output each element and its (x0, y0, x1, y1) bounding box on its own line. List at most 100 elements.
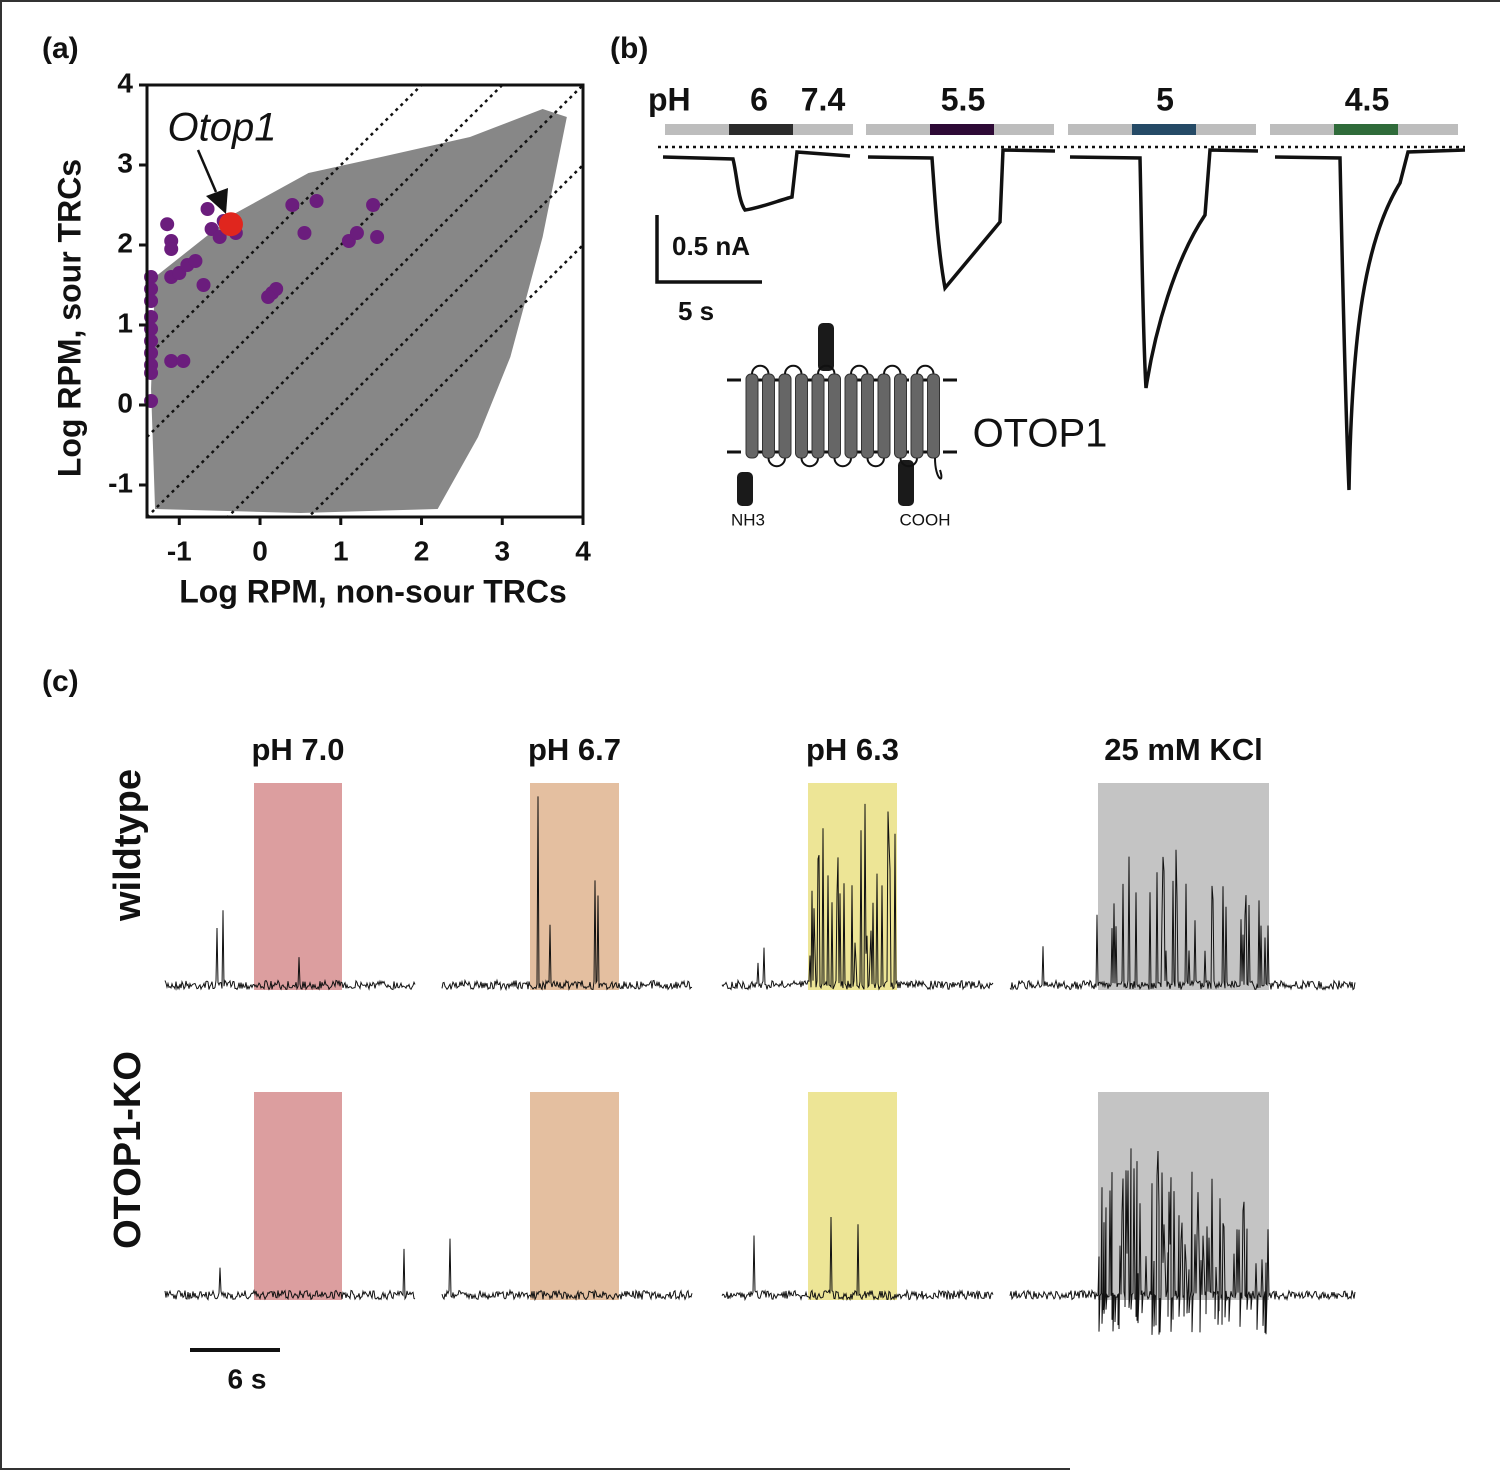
enriched-point (160, 217, 175, 232)
ph-label: 6 (750, 81, 768, 117)
helix (778, 373, 792, 459)
terminus-label: NH3 (731, 510, 765, 529)
enriched-point (188, 254, 203, 268)
loop (916, 364, 935, 375)
loop (866, 457, 885, 468)
stimulus-bar (1132, 124, 1196, 135)
loop (800, 457, 819, 468)
x-tick-label: 4 (575, 535, 591, 566)
column-title: pH 7.0 (251, 732, 344, 767)
enriched-point (200, 202, 215, 216)
y-tick-label: -1 (108, 467, 133, 498)
panel-label: (a) (42, 32, 79, 65)
point-cloud (151, 109, 567, 513)
tail (934, 457, 943, 480)
stimulus-window (530, 783, 619, 990)
helix (927, 373, 940, 459)
loop (833, 457, 852, 468)
trace (867, 148, 1056, 292)
highlight-point (218, 212, 243, 237)
recording-trace (441, 796, 693, 992)
y-axis-label: Log RPM, sour TRCs (51, 159, 87, 477)
enriched-point (261, 290, 276, 304)
loop (817, 364, 836, 375)
scale-label: 6 s (228, 1363, 267, 1394)
terminus-label: COOH (900, 510, 951, 529)
stimulus-window (254, 783, 342, 990)
x-tick-label: 2 (414, 535, 430, 566)
enriched-point (349, 226, 364, 240)
domain (818, 323, 834, 371)
recording-trace (1009, 1148, 1356, 1335)
helix (828, 373, 841, 459)
loop (784, 364, 803, 375)
loop (883, 364, 902, 375)
enriched-point (212, 230, 227, 244)
trace (662, 150, 851, 212)
enriched-point (196, 278, 211, 292)
helix (745, 373, 759, 459)
recording-trace (164, 910, 416, 991)
domain (898, 460, 914, 506)
helix (894, 373, 907, 459)
stimulus-window (530, 1092, 619, 1300)
column-title: pH 6.7 (528, 732, 621, 767)
recording-trace (721, 1216, 994, 1302)
loop (899, 457, 918, 468)
protein-label: OTOP1 (973, 412, 1108, 456)
y-tick-label: 2 (117, 227, 133, 258)
enriched-point (366, 198, 381, 212)
recording-trace (164, 1248, 416, 1301)
enriched-point (309, 194, 324, 208)
arrow (196, 149, 218, 193)
stimulus-window (808, 1092, 897, 1300)
ph-label: 5.5 (941, 81, 985, 117)
reference-line (147, 85, 583, 517)
column-title: pH 6.3 (806, 732, 899, 767)
row-label: OTOP1-KO (107, 1051, 149, 1249)
ph-label: 5 (1156, 81, 1174, 117)
recording-panel: pH 7.0 pH 6.7 pH 6.3 25 mM KCl wildtype OTOP1… (107, 732, 1356, 1335)
current-traces (662, 148, 1466, 491)
reference-line (225, 164, 583, 517)
recording-trace (1009, 849, 1356, 991)
current-panel: 6 5.5 5 4.5 (665, 81, 1458, 135)
reference-line (306, 244, 583, 517)
trace (1274, 148, 1466, 491)
helix (861, 373, 874, 459)
x-tick-label: 1 (333, 535, 349, 566)
row-label: wildtype (107, 769, 149, 922)
y-tick-label: 0 (117, 387, 133, 418)
recording-trace (441, 1238, 693, 1302)
trace (1069, 148, 1259, 389)
enriched-point (176, 354, 191, 368)
topology-diagram: NH3 COOH OTOP1 (727, 323, 1107, 529)
stimulus-window (254, 1092, 342, 1300)
domain (737, 472, 753, 506)
helix (811, 373, 825, 459)
panel-label: (b) (610, 32, 648, 65)
stimulus-bar (1334, 124, 1398, 135)
helix (762, 373, 775, 459)
panel-label: (c) (42, 665, 79, 698)
enriched-point (297, 226, 312, 240)
y-tick-label: 1 (117, 307, 133, 338)
stimulus-bar (729, 124, 793, 135)
loop (751, 364, 770, 375)
helix (795, 373, 808, 459)
recording-trace (721, 803, 994, 991)
scatter-panel: -1 0 1 2 3 4 -1 0 1 2 3 4 (108, 67, 591, 566)
loop (767, 457, 786, 468)
y-tick-label: 3 (117, 147, 133, 178)
helix (910, 373, 924, 459)
axes-box (145, 83, 585, 519)
helix (877, 373, 891, 459)
y-tick-label: 4 (117, 67, 133, 98)
column-title: 25 mM KCl (1104, 732, 1262, 767)
stimulus-bar (930, 124, 994, 135)
ph-label: pH (648, 81, 691, 117)
x-tick-label: -1 (167, 535, 192, 566)
ph-label: 4.5 (1345, 81, 1389, 117)
enriched-point (370, 230, 385, 244)
annotation: Otop1 (168, 106, 277, 150)
